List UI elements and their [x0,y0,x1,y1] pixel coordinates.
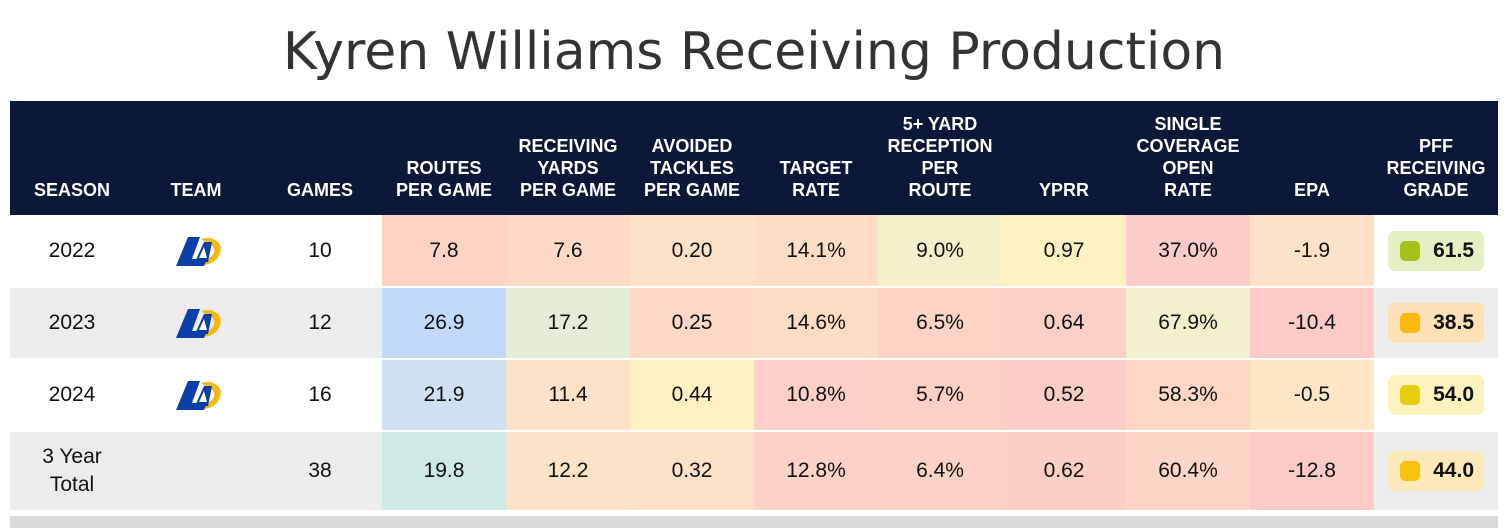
routes-cell: 26.9 [382,287,506,360]
header-yprr[interactable]: YPRR [1002,101,1126,215]
epa-cell: -0.5 [1250,359,1374,432]
la-rams-logo-icon [168,233,224,269]
team-cell [134,359,258,432]
single-cov-cell: 37.0% [1126,215,1250,288]
yprr-cell: 0.62 [1002,431,1126,512]
season-cell: 2024 [10,359,134,432]
yprr-cell: 0.52 [1002,359,1126,432]
table-row[interactable]: 3 Year Total 38 19.8 12.2 0.32 12.8% 6.4% 0.62 6… [10,431,1498,512]
grade-value: 38.5 [1433,311,1474,334]
five-plus-cell: 9.0% [878,215,1002,288]
routes-cell: 21.9 [382,359,506,432]
epa-cell: -10.4 [1250,287,1374,360]
header-single-cov[interactable]: SINGLE COVERAGE OPEN RATE [1126,101,1250,215]
routes-cell: 19.8 [382,431,506,512]
avoided-cell: 0.25 [630,287,754,360]
page-title: Kyren Williams Receiving Production [282,22,1226,82]
grade-square-icon [1400,313,1420,333]
five-plus-cell: 5.7% [878,359,1002,432]
games-cell: 38 [258,431,382,512]
grade-square-icon [1400,240,1420,261]
header-routes[interactable]: ROUTES PER GAME [382,101,506,215]
rec-yards-cell: 12.2 [506,431,630,512]
table-row[interactable]: 2022 10 7.8 7.6 0.20 14.1% 9.0% 0.97 37.0% -1.9 61… [10,215,1498,288]
header-team[interactable]: TEAM [134,101,258,215]
table-bottom-border [10,516,1498,528]
avoided-cell: 0.44 [630,359,754,432]
grade-value: 61.5 [1433,238,1474,262]
games-cell: 12 [258,287,382,360]
games-cell: 16 [258,359,382,432]
header-row: SEASON TEAM GAMES ROUTES PER GAME RECEIVI… [10,101,1498,215]
header-pff[interactable]: PFF RECEIVING GRADE [1374,101,1498,215]
grade-value: 44.0 [1433,459,1474,482]
season-cell: 3 Year Total [10,431,134,512]
epa-cell: -1.9 [1250,215,1374,288]
header-games[interactable]: GAMES [258,101,382,215]
header-avoided[interactable]: AVOIDED TACKLES PER GAME [630,101,754,215]
grade-square-icon [1400,385,1420,405]
avoided-cell: 0.32 [630,431,754,512]
pff-grade-cell: 44.0 [1374,431,1498,512]
team-cell [134,287,258,360]
grade-badge: 44.0 [1388,451,1484,491]
header-season[interactable]: SEASON [10,101,134,215]
header-epa[interactable]: EPA [1250,101,1374,215]
single-cov-cell: 58.3% [1126,359,1250,432]
rec-yards-cell: 7.6 [506,215,630,288]
five-plus-cell: 6.4% [878,431,1002,512]
receiving-table: SEASON TEAM GAMES ROUTES PER GAME RECEIVI… [10,101,1498,512]
pff-grade-cell: 61.5 [1374,215,1498,288]
header-five-plus[interactable]: 5+ YARD RECEPTION PER ROUTE [878,101,1002,215]
single-cov-cell: 67.9% [1126,287,1250,360]
season-cell: 2023 [10,287,134,360]
grade-value: 54.0 [1433,383,1474,406]
five-plus-cell: 6.5% [878,287,1002,360]
team-cell [134,215,258,288]
grade-badge: 54.0 [1388,375,1484,415]
rec-yards-cell: 11.4 [506,359,630,432]
target-cell: 10.8% [754,359,878,432]
la-rams-logo-icon [168,377,224,413]
pff-grade-cell: 38.5 [1374,287,1498,360]
header-rec-yards[interactable]: RECEIVING YARDS PER GAME [506,101,630,215]
epa-cell: -12.8 [1250,431,1374,512]
team-cell [134,431,258,512]
target-cell: 14.6% [754,287,878,360]
avoided-cell: 0.20 [630,215,754,288]
target-cell: 14.1% [754,215,878,288]
grade-badge: 61.5 [1388,230,1484,271]
la-rams-logo-icon [168,305,224,341]
grade-badge: 38.5 [1388,303,1484,343]
yprr-cell: 0.64 [1002,287,1126,360]
grade-square-icon [1400,461,1420,481]
header-target[interactable]: TARGET RATE [754,101,878,215]
season-cell: 2022 [10,215,134,288]
table-row[interactable]: 2024 16 21.9 11.4 0.44 10.8% 5.7% 0.52 58.3% -0.5… [10,359,1498,432]
rec-yards-cell: 17.2 [506,287,630,360]
target-cell: 12.8% [754,431,878,512]
yprr-cell: 0.97 [1002,215,1126,288]
table-row[interactable]: 2023 12 26.9 17.2 0.25 14.6% 6.5% 0.64 67.9% -10.… [10,287,1498,360]
routes-cell: 7.8 [382,215,506,288]
pff-grade-cell: 54.0 [1374,359,1498,432]
games-cell: 10 [258,215,382,288]
single-cov-cell: 60.4% [1126,431,1250,512]
